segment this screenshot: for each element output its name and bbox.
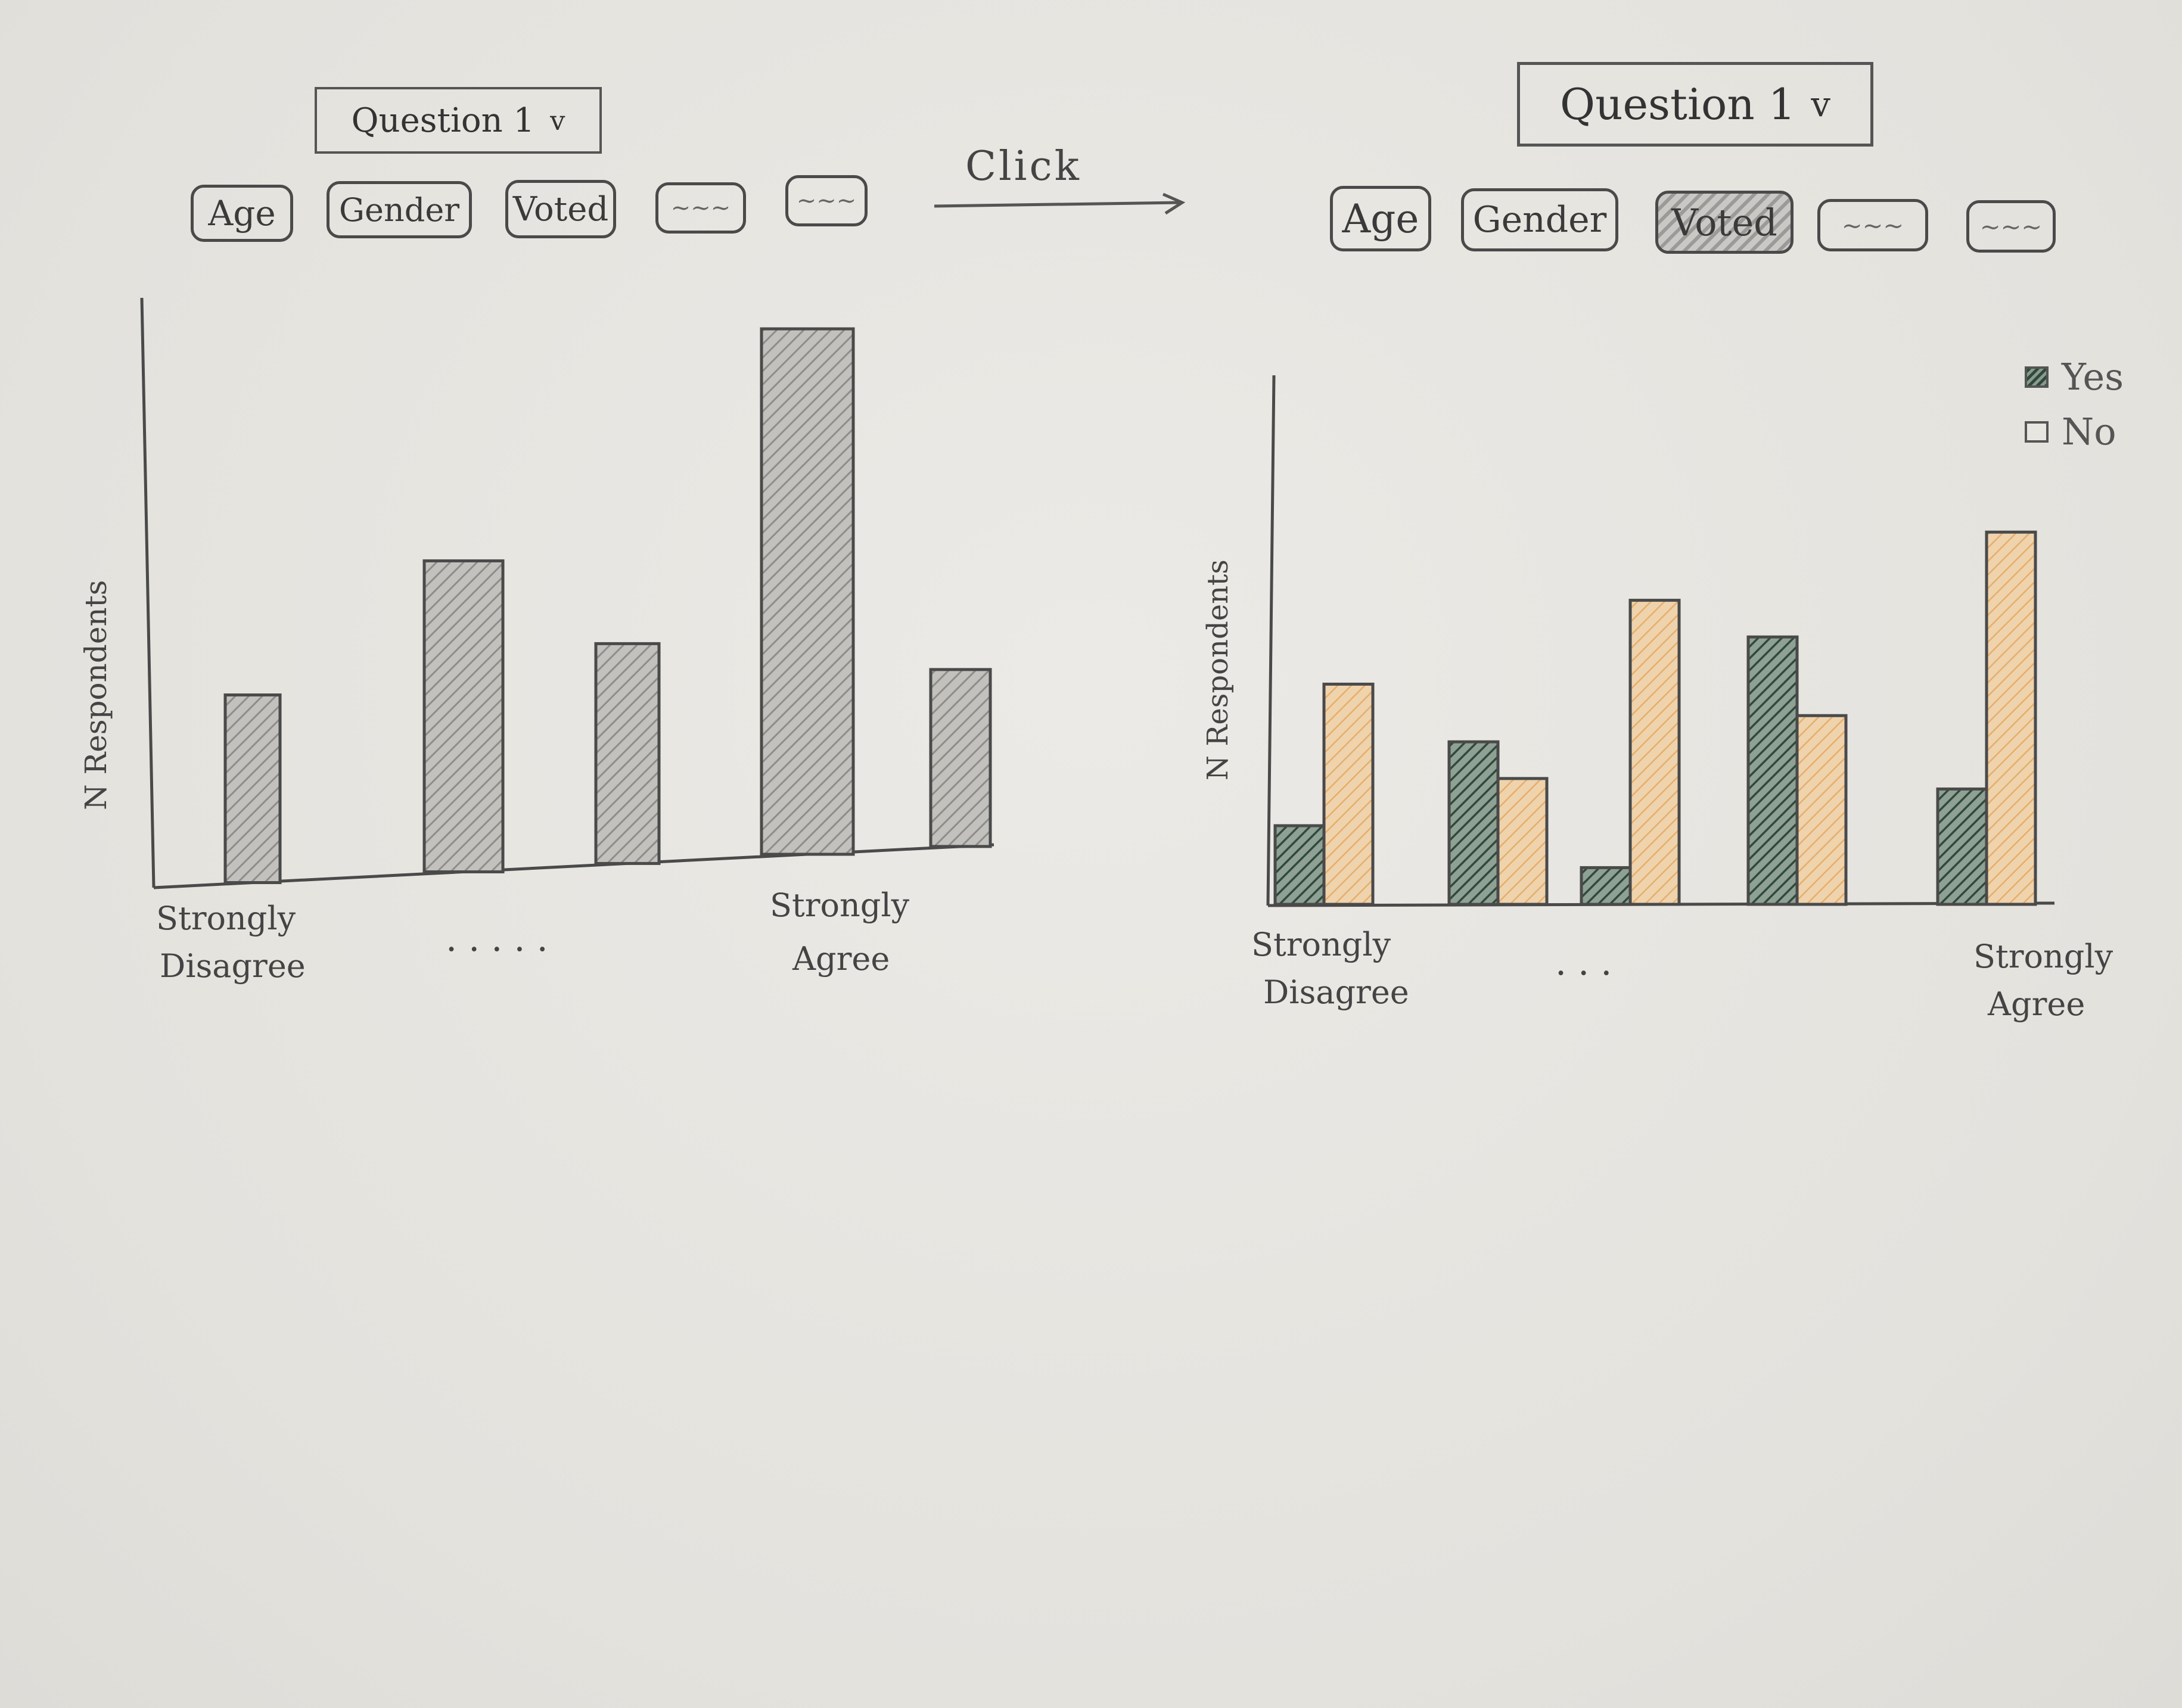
- filter-label: Voted: [512, 189, 609, 229]
- right-first-tick-line1: Strongly: [1251, 926, 1391, 963]
- question-dropdown-label: Question 1: [1560, 79, 1796, 129]
- filter-placeholder-2-right[interactable]: ~~~: [1966, 200, 2056, 253]
- legend-swatch-yes: [2025, 366, 2049, 388]
- right-last-tick-line2: Agree: [1987, 985, 2085, 1023]
- left-first-tick-line2: Disagree: [160, 947, 306, 985]
- right-y-axis: [1266, 375, 1276, 906]
- filter-voted-right[interactable]: Voted: [1655, 191, 1794, 254]
- legend-no: No: [2025, 410, 2116, 453]
- bar-4: [929, 668, 992, 848]
- left-bars: [223, 327, 992, 885]
- right-ellipsis: . . .: [1555, 942, 1612, 984]
- legend-label-no: No: [2062, 410, 2116, 453]
- bar-2: [594, 642, 661, 865]
- bar-no-0: [1322, 682, 1375, 906]
- chevron-down-icon: v: [1811, 84, 1830, 125]
- bar-no-4: [1985, 530, 2037, 906]
- legend-yes: Yes: [2025, 355, 2124, 399]
- legend-label-yes: Yes: [2062, 355, 2124, 399]
- filter-age-left[interactable]: Age: [191, 185, 293, 242]
- filter-label: ~~~: [670, 194, 731, 222]
- bar-yes-0: [1273, 824, 1326, 906]
- filter-placeholder-1-right[interactable]: ~~~: [1817, 199, 1928, 251]
- legend-swatch-no: [2025, 421, 2049, 443]
- filter-label: ~~~: [796, 187, 857, 214]
- bar-yes-1: [1447, 740, 1500, 906]
- bar-no-2: [1628, 599, 1681, 906]
- filter-label: Gender: [338, 191, 460, 229]
- right-last-tick-line1: Strongly: [1973, 938, 2113, 975]
- filter-label: Voted: [1671, 200, 1777, 244]
- bar-1: [422, 559, 505, 873]
- filter-label: ~~~: [1841, 210, 1904, 240]
- right-y-axis-label: N Respondents: [1201, 559, 1235, 780]
- bar-0: [223, 693, 282, 885]
- bar-yes-3: [1746, 635, 1799, 906]
- left-y-axis-label: N Respondents: [79, 580, 113, 810]
- question-dropdown-right[interactable]: Question 1 v: [1517, 62, 1873, 147]
- filter-label: Age: [208, 193, 276, 234]
- filter-placeholder-1-left[interactable]: ~~~: [655, 182, 746, 234]
- chevron-down-icon: v: [550, 104, 565, 136]
- click-annotation: Click: [965, 143, 1081, 190]
- left-last-tick-line2: Agree: [792, 940, 890, 978]
- bar-no-1: [1496, 777, 1549, 906]
- click-arrow: [934, 192, 1186, 215]
- filter-gender-left[interactable]: Gender: [327, 181, 472, 238]
- filter-age-right[interactable]: Age: [1330, 186, 1431, 251]
- filter-label: Age: [1342, 195, 1419, 242]
- filter-label: ~~~: [1979, 211, 2043, 241]
- right-first-tick-line2: Disagree: [1263, 973, 1409, 1011]
- left-y-axis: [140, 297, 156, 888]
- filter-placeholder-2-left[interactable]: ~~~: [785, 175, 868, 226]
- bar-no-3: [1795, 714, 1848, 906]
- bar-3: [760, 327, 855, 856]
- bar-yes-4: [1936, 787, 1988, 906]
- bar-yes-2: [1580, 866, 1632, 906]
- left-last-tick-line1: Strongly: [770, 886, 910, 924]
- left-first-tick-line1: Strongly: [156, 900, 296, 937]
- right-bars: [1273, 530, 2037, 906]
- question-dropdown-left[interactable]: Question 1 v: [315, 87, 602, 154]
- filter-label: Gender: [1472, 199, 1607, 241]
- question-dropdown-label: Question 1: [351, 101, 535, 140]
- left-ellipsis: . . . . .: [446, 918, 548, 960]
- filter-gender-right[interactable]: Gender: [1461, 188, 1618, 251]
- filter-voted-left[interactable]: Voted: [505, 180, 616, 238]
